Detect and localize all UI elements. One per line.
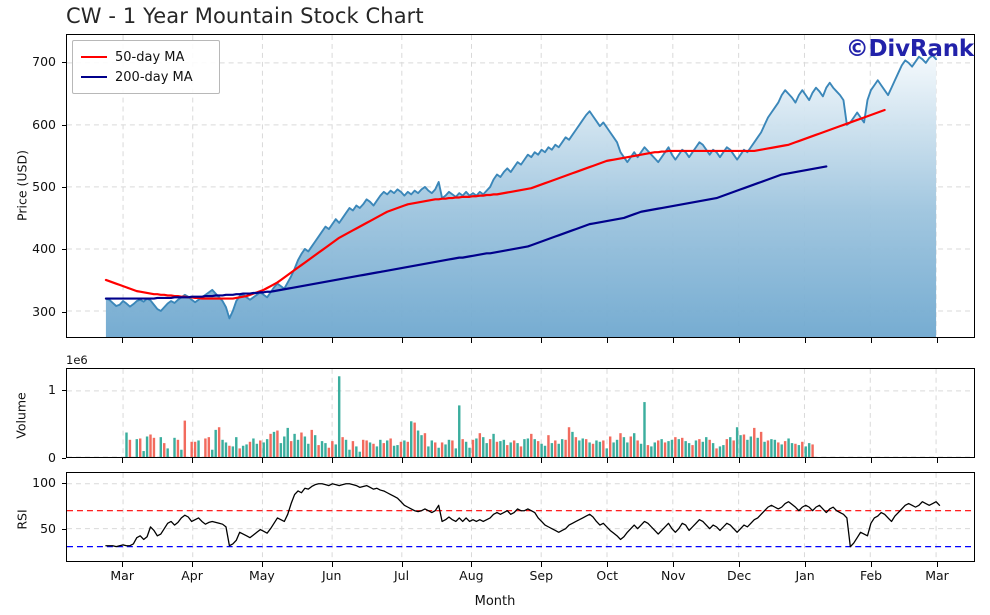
x-axis-tick: Mar <box>925 568 949 583</box>
legend-label-ma50: 50-day MA <box>115 49 185 65</box>
rsi-y-axis-label: RSI <box>14 509 30 530</box>
rsi-y-tick: 100 <box>32 475 56 491</box>
price-plot-area <box>67 35 974 337</box>
price-y-tickmark <box>62 62 66 64</box>
x-axis-tick: Jun <box>321 568 342 583</box>
x-axis-tickmark <box>673 458 675 463</box>
x-axis-tick: Feb <box>859 568 883 583</box>
x-axis-tickmark <box>739 562 741 567</box>
volume-y-tick: 1 <box>48 382 56 398</box>
x-axis-tick: May <box>248 568 275 583</box>
rsi-chart-panel <box>66 472 975 562</box>
price-y-tickmark <box>62 186 66 188</box>
x-axis-tickmark <box>805 562 807 567</box>
x-axis-tick: Dec <box>727 568 752 583</box>
price-y-tick: 400 <box>32 241 56 257</box>
x-axis-tickmark <box>937 338 938 343</box>
x-axis-tick: Sep <box>529 568 554 583</box>
legend-label-ma200: 200-day MA <box>115 69 193 85</box>
rsi-plot-area <box>67 473 974 561</box>
x-axis-tickmark <box>401 458 403 463</box>
x-axis-tickmark <box>805 458 807 463</box>
x-axis-tickmark <box>937 458 938 463</box>
price-y-tickmark <box>62 311 66 313</box>
price-y-tickmark <box>62 124 66 126</box>
volume-y-tickmark <box>62 458 66 459</box>
x-axis-tickmark <box>673 562 675 567</box>
legend-item-ma200: 200-day MA <box>81 67 211 87</box>
x-axis-tickmark <box>541 562 543 567</box>
price-y-tick: 300 <box>32 303 56 319</box>
x-axis-tickmark <box>607 338 609 343</box>
x-axis-tickmark <box>261 562 263 567</box>
rsi-y-tick: 50 <box>40 520 56 536</box>
chart-legend: 50-day MA 200-day MA <box>72 40 220 94</box>
x-axis-tickmark <box>541 458 543 463</box>
x-axis-tickmark <box>607 458 609 463</box>
x-axis-tickmark <box>471 338 473 343</box>
volume-y-tick: 0 <box>48 450 56 465</box>
volume-exponent-label: 1e6 <box>66 353 88 367</box>
x-axis-tick: Aug <box>459 568 484 583</box>
x-axis-label: Month <box>474 594 516 609</box>
x-axis-tickmark <box>331 562 333 567</box>
x-axis-tickmark <box>192 338 194 343</box>
rsi-y-tickmark <box>62 483 66 485</box>
volume-chart-panel <box>66 368 975 458</box>
x-axis-tickmark <box>805 338 807 343</box>
divrank-watermark: ©DivRank <box>845 36 974 62</box>
x-axis-tickmark <box>541 338 543 343</box>
x-axis-tickmark <box>471 562 473 567</box>
volume-y-tickmark <box>62 390 66 392</box>
x-axis-tickmark <box>122 458 124 463</box>
price-y-tick: 600 <box>32 116 56 132</box>
x-axis-tickmark <box>739 338 741 343</box>
x-axis-tickmark <box>192 458 194 463</box>
x-axis-tickmark <box>937 562 938 567</box>
x-axis-tickmark <box>261 338 263 343</box>
volume-plot-area <box>67 369 974 457</box>
x-axis-tickmark <box>673 338 675 343</box>
x-axis-tick: Jan <box>795 568 815 583</box>
price-y-tick: 700 <box>32 54 56 70</box>
x-axis-tickmark <box>871 458 873 463</box>
x-axis-tick: Mar <box>110 568 134 583</box>
x-axis-tickmark <box>739 458 741 463</box>
x-axis-tick: Jul <box>394 568 410 583</box>
page-title: CW - 1 Year Mountain Stock Chart <box>66 4 424 28</box>
x-axis-tickmark <box>261 458 263 463</box>
x-axis-tick: Oct <box>596 568 618 583</box>
legend-swatch-ma50 <box>81 56 107 58</box>
rsi-y-tickmark <box>62 528 66 530</box>
x-axis-tick: Nov <box>660 568 686 583</box>
x-axis-tickmark <box>871 338 873 343</box>
price-chart-panel <box>66 34 975 338</box>
price-y-tick: 500 <box>32 178 56 194</box>
x-axis-tickmark <box>331 458 333 463</box>
legend-swatch-ma200 <box>81 76 107 78</box>
legend-item-ma50: 50-day MA <box>81 47 211 67</box>
x-axis-tickmark <box>401 562 403 567</box>
x-axis-tickmark <box>192 562 194 567</box>
x-axis-tickmark <box>331 338 333 343</box>
x-axis-tick: Apr <box>181 568 203 583</box>
x-axis-tickmark <box>607 562 609 567</box>
price-y-tickmark <box>62 249 66 251</box>
x-axis-tickmark <box>401 338 403 343</box>
x-axis-tickmark <box>122 338 124 343</box>
x-axis-tickmark <box>122 562 124 567</box>
x-axis-tickmark <box>471 458 473 463</box>
x-axis-tickmark <box>871 562 873 567</box>
